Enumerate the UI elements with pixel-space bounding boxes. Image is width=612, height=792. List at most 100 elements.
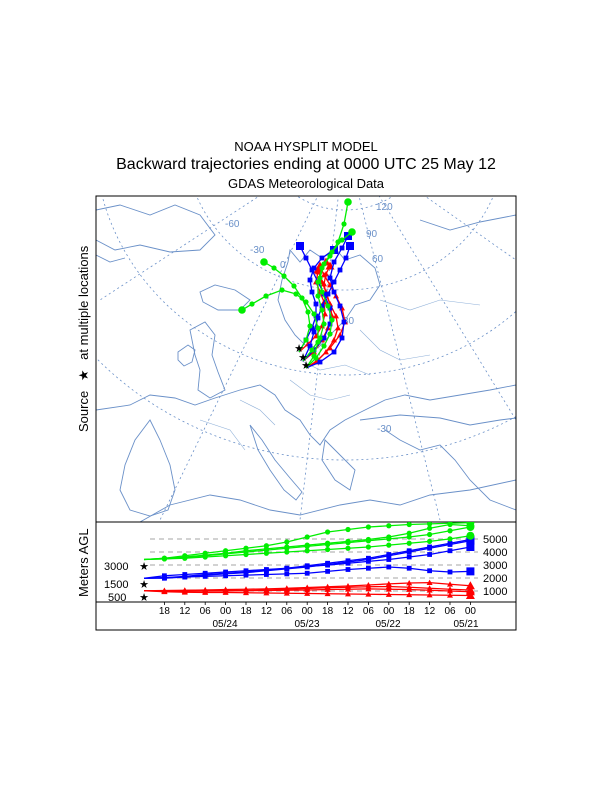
time-tick-14: 06 bbox=[444, 606, 456, 617]
height-point-red-4-4 bbox=[222, 589, 229, 595]
date-labels: 05/24 05/23 05/22 05/21 bbox=[212, 619, 478, 630]
height-point-blue-3-3 bbox=[202, 570, 208, 576]
height-point-green-4-13 bbox=[406, 540, 412, 546]
lat-label-m30: -30 bbox=[377, 424, 392, 435]
map-coastlines bbox=[96, 204, 516, 522]
height-point-green-4-11 bbox=[365, 544, 371, 550]
map-point-blue-3-8 bbox=[319, 255, 325, 261]
map-point-green-4-4 bbox=[329, 317, 335, 323]
map-point-green-1-8 bbox=[263, 293, 269, 299]
height-point-red-4-12 bbox=[385, 591, 392, 597]
map-point-blue-1-2 bbox=[331, 349, 337, 355]
height-point-green-2-13 bbox=[406, 534, 412, 540]
height-point-red-4-9 bbox=[324, 590, 331, 597]
height-point-red-4-6 bbox=[263, 590, 270, 596]
height-point-blue-3-12 bbox=[386, 557, 392, 562]
map-point-blue-2-5 bbox=[321, 291, 327, 297]
height-point-blue-3-11 bbox=[366, 558, 371, 564]
source-star-2: ★ bbox=[298, 351, 308, 364]
map-end-blue-2 bbox=[296, 242, 304, 250]
lon-label-120: 120 bbox=[376, 202, 393, 213]
time-tick-3: 00 bbox=[220, 606, 232, 617]
lon-label-m30: -30 bbox=[250, 245, 265, 256]
height-point-green-1-9 bbox=[325, 529, 331, 535]
map-panel: -60 -30 0 120 90 60 30 -30 ★ ★ ★ bbox=[95, 195, 517, 523]
map-point-blue-4-6 bbox=[331, 279, 337, 285]
height-point-blue-3-8 bbox=[304, 563, 310, 569]
map-point-green-3-6 bbox=[315, 279, 321, 285]
time-tick-11: 00 bbox=[383, 606, 395, 617]
height-point-blue-2-14 bbox=[427, 545, 432, 551]
height-point-red-3-12 bbox=[385, 583, 392, 589]
height-end-green-4 bbox=[466, 531, 475, 540]
map-point-blue-4-7 bbox=[337, 267, 343, 273]
height-axis-labels: 5000 4000 3000 2000 1000 bbox=[483, 534, 507, 598]
height-point-blue-4-15 bbox=[447, 569, 453, 575]
height-point-red-4-15 bbox=[447, 592, 453, 598]
time-tick-4: 18 bbox=[240, 606, 252, 617]
map-point-green-2-4 bbox=[299, 295, 305, 301]
map-point-green-1-9 bbox=[249, 301, 255, 307]
time-axis-frame bbox=[95, 601, 517, 631]
map-point-green-4-3 bbox=[327, 331, 333, 337]
start-height-labels: 3000 1500 500 ★ ★ ★ bbox=[104, 560, 149, 604]
lon-label-m60: -60 bbox=[225, 219, 240, 230]
height-point-green-1-12 bbox=[386, 523, 392, 529]
start-height-3000: 3000 bbox=[104, 561, 128, 573]
graticule-labels: -60 -30 0 120 90 60 30 -30 bbox=[225, 202, 393, 435]
start-star-3000: ★ bbox=[139, 560, 149, 573]
lon-label-0: 0 bbox=[280, 260, 286, 271]
map-point-green-4-2 bbox=[321, 343, 327, 349]
date-label-0523: 05/23 bbox=[294, 619, 319, 630]
map-point-blue-4-1 bbox=[307, 343, 313, 349]
date-label-0522: 05/22 bbox=[375, 619, 400, 630]
map-point-blue-4-8 bbox=[343, 255, 349, 261]
height-point-red-3-13 bbox=[406, 584, 413, 590]
height-point-green-4-1 bbox=[161, 556, 167, 562]
time-tick-15: 00 bbox=[465, 606, 477, 617]
map-point-blue-4-4 bbox=[319, 303, 325, 309]
height-end-blue-3 bbox=[466, 543, 475, 551]
map-point-green-3-4 bbox=[319, 307, 325, 313]
model-title: NOAA HYSPLIT MODEL bbox=[234, 139, 378, 154]
map-point-red-2-3 bbox=[331, 337, 337, 343]
height-point-red-3-9 bbox=[324, 584, 331, 591]
height-point-blue-2-15 bbox=[447, 542, 453, 547]
map-point-green-4-10 bbox=[339, 237, 345, 243]
map-point-blue-1-6 bbox=[331, 289, 337, 295]
time-tick-1: 12 bbox=[179, 606, 191, 617]
map-point-green-3-1 bbox=[309, 347, 315, 353]
height-panel: 5000 4000 3000 2000 1000 3000 1500 500 ★… bbox=[95, 521, 517, 604]
height-point-blue-4-14 bbox=[427, 568, 432, 574]
height-point-blue-2-12 bbox=[386, 553, 392, 559]
time-tick-8: 18 bbox=[322, 606, 334, 617]
map-point-blue-2-8 bbox=[303, 255, 309, 261]
height-point-red-4-8 bbox=[304, 590, 311, 596]
map-point-red-2-5 bbox=[333, 313, 339, 319]
map-point-green-4-1 bbox=[313, 355, 319, 361]
map-point-green-4-5 bbox=[325, 303, 331, 309]
map-point-green-2-1 bbox=[303, 337, 309, 343]
height-point-red-4-5 bbox=[243, 589, 249, 596]
map-point-blue-3-7 bbox=[311, 265, 317, 271]
map-point-blue-4-5 bbox=[325, 291, 331, 297]
height-point-blue-3-7 bbox=[284, 565, 290, 571]
map-end-green-4 bbox=[348, 228, 356, 236]
height-point-red-3-8 bbox=[304, 585, 311, 591]
map-point-blue-1-5 bbox=[337, 303, 343, 309]
time-tick-13: 12 bbox=[424, 606, 436, 617]
height-point-green-2-14 bbox=[427, 531, 433, 538]
map-path-blue-3 bbox=[298, 249, 335, 353]
map-borders bbox=[199, 299, 481, 451]
start-height-500: 500 bbox=[108, 592, 126, 604]
lon-label-30: 30 bbox=[343, 316, 355, 327]
height-tick-1000: 1000 bbox=[483, 586, 507, 598]
height-point-red-4-1 bbox=[161, 588, 168, 595]
map-point-green-1-7 bbox=[279, 287, 285, 293]
height-point-blue-4-2 bbox=[182, 574, 188, 580]
map-point-green-2-2 bbox=[307, 323, 313, 329]
height-point-blue-3-14 bbox=[427, 552, 432, 557]
date-label-0524: 05/24 bbox=[212, 619, 237, 630]
map-point-red-2-4 bbox=[335, 325, 341, 331]
